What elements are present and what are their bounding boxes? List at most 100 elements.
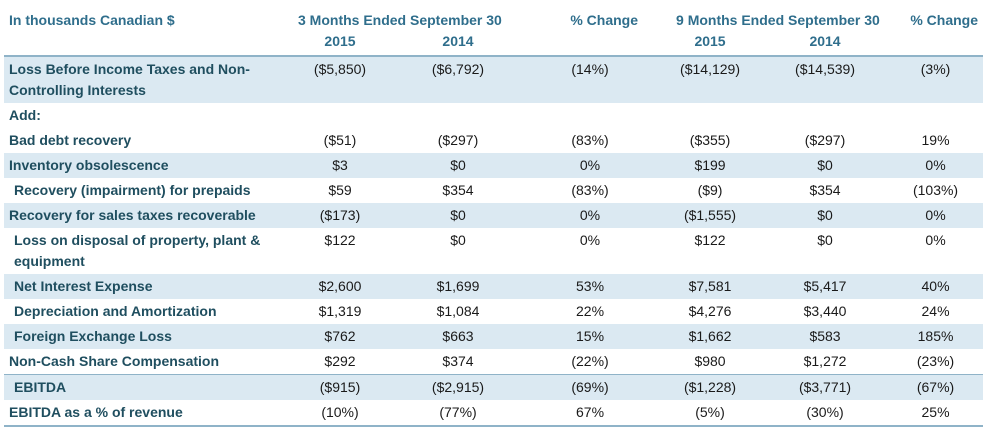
three-months-2014-cell: $0 <box>394 203 523 228</box>
nine-months-2014-cell: $1,272 <box>803 353 847 369</box>
three-months-pct-change-cell: 22% <box>576 303 605 319</box>
row-label: Add: <box>9 107 41 123</box>
row-label: Foreign Exchange Loss <box>4 324 286 349</box>
nine-months-pct-change-cell: 185% <box>888 324 984 349</box>
table-row: EBITDA as a % of revenue (10%) (77%) 67% (5%… <box>4 400 984 427</box>
three-months-2014-cell: (77%) <box>394 400 523 427</box>
row-label: Recovery (impairment) for prepaids <box>14 182 251 198</box>
three-months-2014-cell: $1,699 <box>394 274 523 299</box>
nine-months-2015-cell: $4,276 <box>688 303 732 319</box>
three-months-2014-cell <box>394 103 522 128</box>
three-months-2014-cell: ($2,915) <box>394 374 523 400</box>
row-label: Net Interest Expense <box>4 274 286 299</box>
nine-months-pct-change-cell: 40% <box>888 274 984 299</box>
row-label: Non-Cash Share Compensation <box>9 353 220 369</box>
nine-months-2015-cell: $980 <box>694 353 726 369</box>
three-months-pct-change-cell: 53% <box>522 274 659 299</box>
nine-months-pct-change-cell: 24% <box>921 303 950 319</box>
table-row: Add: <box>4 103 983 128</box>
three-months-header: 3 Months Ended September 30 <box>298 12 502 28</box>
nine-months-2015-cell: ($1,228) <box>658 374 763 400</box>
three-months-2015-cell: ($51) <box>323 132 357 148</box>
nine-months-2014-cell: $0 <box>762 153 889 178</box>
nine-months-pct-change-cell: (23%) <box>916 353 955 369</box>
nine-months-2014-cell: $0 <box>762 203 889 228</box>
three-months-2014-cell: $1,084 <box>436 303 480 319</box>
three-months-pct-change-cell: 0% <box>522 203 659 228</box>
table-header: In thousands Canadian $ 3 Months Ended S… <box>4 4 983 56</box>
three-months-2015-cell: ($5,850) <box>286 55 394 103</box>
year-2015-9m: 2015 <box>694 33 726 49</box>
nine-months-2014-cell: ($14,539) <box>762 55 889 103</box>
ebitda-table: In thousands Canadian $ 3 Months Ended S… <box>4 4 984 427</box>
row-label: EBITDA as a % of revenue <box>4 400 286 427</box>
three-months-2015-cell <box>286 103 394 128</box>
nine-months-pct-change-cell: (103%) <box>912 182 959 198</box>
table-row: Recovery for sales taxes recoverable ($17… <box>4 203 984 228</box>
table-row: Depreciation and Amortization $1,319 $1,08… <box>4 299 983 324</box>
three-months-pct-change-cell: (22%) <box>571 353 609 369</box>
three-months-2015-cell: (10%) <box>286 400 394 427</box>
three-months-2014-cell: $0 <box>450 232 466 248</box>
nine-months-2014-cell: $5,417 <box>762 274 889 299</box>
currency-header: In thousands Canadian $ <box>9 12 175 28</box>
nine-months-2014-cell: ($297) <box>804 132 846 148</box>
three-months-2014-cell: $354 <box>442 182 474 198</box>
nine-months-2014-cell: $3,440 <box>803 303 847 319</box>
table-row: Foreign Exchange Loss $762 $663 15% $1,662 $5… <box>4 324 984 349</box>
nine-months-2015-cell: (5%) <box>658 400 763 427</box>
table-row: Net Interest Expense $2,600 $1,699 53% $7,58… <box>4 274 984 299</box>
nine-months-2015-cell: $7,581 <box>658 274 763 299</box>
three-months-2015-cell: ($173) <box>286 203 394 228</box>
three-months-pct-change-cell: (14%) <box>522 55 659 103</box>
row-label: Inventory obsolescence <box>4 153 286 178</box>
nine-months-pct-change-cell: (3%) <box>888 55 984 103</box>
year-2014-3m: 2014 <box>442 33 474 49</box>
three-months-pct-change-cell: 0% <box>522 153 659 178</box>
three-months-pct-change-cell: 0% <box>579 232 601 248</box>
nine-months-2015-cell: $122 <box>694 232 726 248</box>
nine-months-2014-cell: ($3,771) <box>762 374 889 400</box>
nine-months-2014-cell <box>762 103 888 128</box>
table-row: EBITDA ($915) ($2,915) (69%) ($1,228) ($3,771… <box>4 374 984 400</box>
three-months-2014-cell: $0 <box>394 153 523 178</box>
nine-months-2014-cell: $354 <box>809 182 841 198</box>
three-months-2014-cell: ($297) <box>437 132 479 148</box>
three-months-2015-cell: $762 <box>286 324 394 349</box>
table-row: Recovery (impairment) for prepaids $59 $35… <box>4 178 983 203</box>
nine-months-2015-cell: $1,662 <box>658 324 763 349</box>
row-label: EBITDA <box>4 374 286 400</box>
three-months-2015-cell: $59 <box>328 182 352 198</box>
nine-months-2015-cell: ($9) <box>697 182 723 198</box>
three-months-2015-cell: $3 <box>286 153 394 178</box>
table-row: Loss Before Income Taxes and Non-Control… <box>4 55 984 103</box>
three-months-2015-cell: $292 <box>324 353 356 369</box>
nine-months-2014-cell: (30%) <box>762 400 889 427</box>
nine-months-pct-change-cell: 19% <box>921 132 950 148</box>
three-months-2014-cell: $374 <box>442 353 474 369</box>
pct-change-header-9m: % Change <box>910 12 979 28</box>
nine-months-pct-change-cell: (67%) <box>888 374 984 400</box>
nine-months-2014-cell: $0 <box>817 232 833 248</box>
nine-months-pct-change-cell <box>888 103 983 128</box>
table-row: Bad debt recovery ($51) ($297) (83%) ($355) (… <box>4 128 983 153</box>
row-label: Depreciation and Amortization <box>14 303 217 319</box>
nine-months-2014-cell: $583 <box>762 324 889 349</box>
row-label: Loss Before Income Taxes and Non-Control… <box>4 55 286 103</box>
nine-months-pct-change-cell: 0% <box>888 203 984 228</box>
three-months-2014-cell: ($6,792) <box>394 55 523 103</box>
nine-months-pct-change-cell: 25% <box>888 400 984 427</box>
nine-months-2015-cell: ($355) <box>689 132 731 148</box>
row-label: Recovery for sales taxes recoverable <box>4 203 286 228</box>
three-months-2015-cell: $2,600 <box>286 274 394 299</box>
three-months-pct-change-cell: 67% <box>522 400 659 427</box>
three-months-2015-cell: ($915) <box>286 374 394 400</box>
three-months-pct-change-cell: (83%) <box>571 182 609 198</box>
nine-months-2015-cell: ($1,555) <box>658 203 763 228</box>
year-2015-3m: 2015 <box>324 33 356 49</box>
nine-months-pct-change-cell: 0% <box>888 153 984 178</box>
three-months-pct-change-cell <box>522 103 658 128</box>
three-months-2015-cell: $122 <box>324 232 356 248</box>
three-months-2015-cell: $1,319 <box>318 303 362 319</box>
